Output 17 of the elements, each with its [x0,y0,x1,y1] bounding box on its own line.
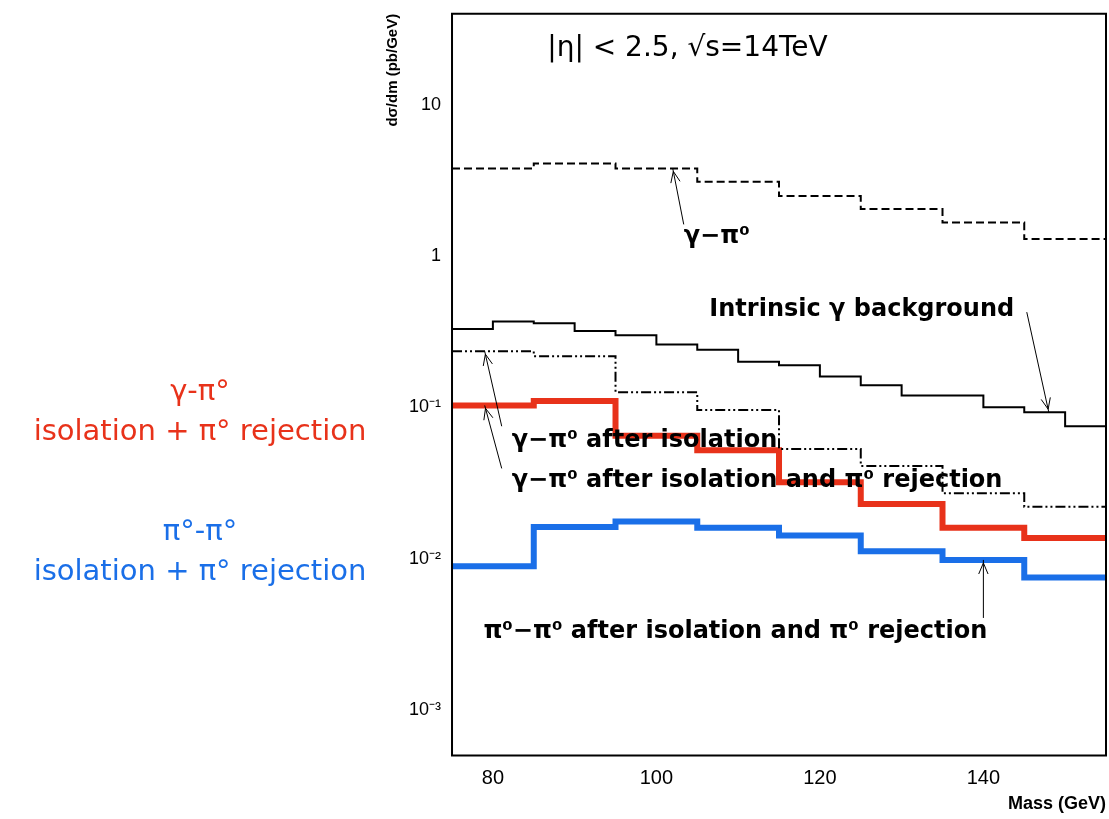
annotation: |η| < 2.5, √s=14TeV [547,29,828,63]
y-axis-title: dσ/dm (pb/GeV) [383,13,401,127]
annotation: Intrinsic γ background [709,294,1015,323]
x-axis-title: Mass (GeV) [1007,793,1106,814]
x-tick-label: 140 [966,765,1001,788]
y-tick-label: 10⁻² [409,547,442,568]
annotation: γ−π⁰ [683,220,750,249]
x-tick-label: 120 [803,765,837,788]
annotation: π⁰−π⁰ after isolation and π⁰ rejection [483,616,988,645]
x-tick-label: 80 [481,765,505,788]
text: π°-π° isolation + π° rejection [32,512,368,589]
x-tick-label: 100 [639,765,674,788]
y-tick-label: 10⁻³ [409,698,442,719]
y-tick-label: 1 [431,245,442,266]
y-tick-label: 10⁻¹ [409,396,442,417]
y-tick-label: 10 [420,93,442,114]
text: γ-π° isolation + π° rejection [32,372,368,449]
